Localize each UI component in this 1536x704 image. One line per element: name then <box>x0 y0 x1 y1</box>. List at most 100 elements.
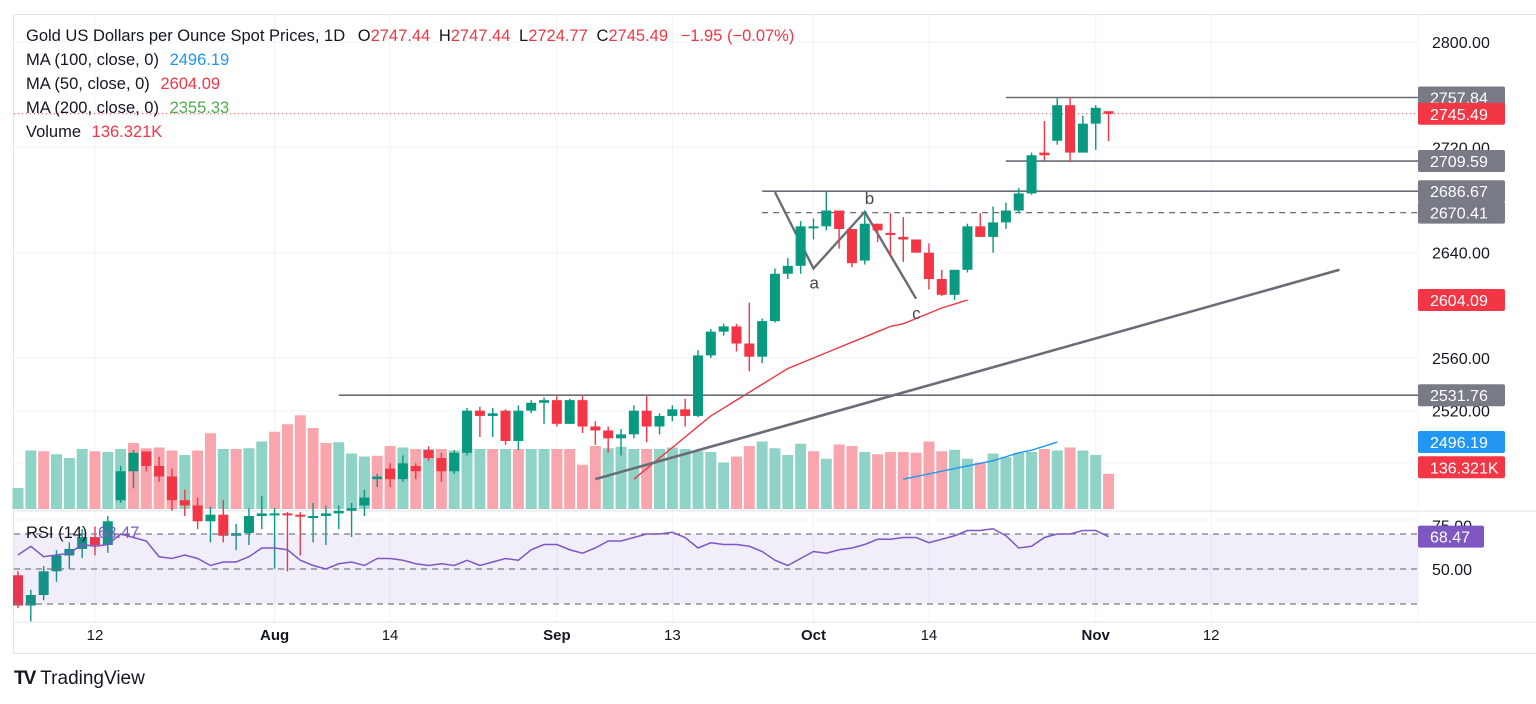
volume-bar <box>294 415 306 509</box>
volume-bar <box>961 458 973 509</box>
volume-bar <box>50 454 62 509</box>
candle-body <box>115 471 126 501</box>
price-tag <box>1418 102 1505 125</box>
rsi-line <box>17 527 1109 570</box>
volume-bar <box>1026 452 1038 509</box>
ma50-value: 2604.09 <box>160 75 221 93</box>
legend-ma200[interactable]: MA (200, close, 0) 2355.33 <box>26 99 229 118</box>
volume-bar <box>320 443 332 509</box>
candle-body <box>320 513 331 517</box>
price-tag-label: 2686.67 <box>1430 184 1488 201</box>
volume-bar <box>500 449 512 509</box>
candle-body <box>718 326 729 332</box>
open-value: 2747.44 <box>370 27 431 45</box>
candles <box>13 97 1114 622</box>
volume-bar <box>63 458 75 509</box>
candle <box>38 566 49 601</box>
candle <box>603 426 614 453</box>
ma50-line <box>633 299 968 480</box>
candle-body <box>192 505 203 522</box>
candle <box>500 409 511 445</box>
volume-bar <box>1038 449 1050 509</box>
candle-body <box>64 548 75 556</box>
volume-bar <box>179 455 191 509</box>
change-value: −1.95 (−0.07%) <box>680 27 795 45</box>
price-tag <box>1418 180 1505 203</box>
candle-body <box>38 571 49 596</box>
legend-ma50[interactable]: MA (50, close, 0) 2604.09 <box>26 75 220 94</box>
candle-body <box>834 210 845 229</box>
legend-volume[interactable]: Volume 136.321K <box>26 123 162 142</box>
volume-bar <box>256 441 268 509</box>
time-tick-label: 14 <box>921 627 938 644</box>
candle-body <box>859 223 870 261</box>
price-tag-label: 2496.19 <box>1430 435 1488 452</box>
rsi-pane <box>14 527 1418 605</box>
candle-body <box>397 463 408 480</box>
volume-bar <box>243 448 255 509</box>
candle-body <box>1103 111 1114 114</box>
candle-body <box>539 400 550 403</box>
drawings[interactable]: a b c <box>14 96 1418 481</box>
candle-body <box>641 410 652 427</box>
trendline[interactable] <box>594 268 1340 481</box>
volume-bar <box>551 449 563 509</box>
volume-bar <box>525 449 537 509</box>
candle-body <box>423 450 434 459</box>
candle <box>25 589 36 622</box>
volume-bar <box>346 453 358 509</box>
volume-bar <box>217 449 229 509</box>
low-value: 2724.77 <box>528 27 588 45</box>
volume-bar <box>1077 450 1089 509</box>
volume-bar <box>1013 452 1025 509</box>
candle-body <box>885 232 896 235</box>
tradingview-logo-icon: TV <box>14 668 36 689</box>
candle <box>436 452 447 482</box>
wave-label-a: a <box>809 273 819 292</box>
candle <box>13 571 23 609</box>
candle-body <box>141 451 152 466</box>
close-label: C <box>596 27 609 45</box>
volume-bar <box>12 488 24 509</box>
volume-bar <box>474 449 486 509</box>
candle <box>1013 188 1024 214</box>
legend-ma100[interactable]: MA (100, close, 0) 2496.19 <box>26 51 229 70</box>
price-axis[interactable]: 2800.002720.002640.002560.002520.0075.00… <box>1418 35 1505 579</box>
candle-body <box>949 269 960 295</box>
candle <box>218 500 229 543</box>
candle-body <box>526 402 537 411</box>
volume-bar <box>807 451 819 509</box>
volume-bar <box>743 446 755 509</box>
candle <box>1077 115 1088 153</box>
volume-bar <box>1103 473 1115 509</box>
candle-body <box>705 331 716 356</box>
candle <box>282 512 293 572</box>
candle-body <box>500 410 511 441</box>
candle-body <box>769 273 780 322</box>
candle-body <box>628 410 639 435</box>
time-tick-label: Oct <box>801 627 826 644</box>
volume-bar <box>795 443 807 509</box>
brand-name: TradingView <box>40 668 145 689</box>
candle-body <box>846 228 857 264</box>
candle-body <box>962 226 973 270</box>
candle-body <box>988 222 999 237</box>
candle <box>346 502 357 538</box>
tradingview-brand[interactable]: TV TradingView <box>14 668 145 690</box>
candle <box>449 450 460 474</box>
volume-bar <box>1090 455 1102 509</box>
volume-bar <box>589 446 601 509</box>
price-tag-label: 136.321K <box>1430 460 1499 477</box>
time-axis[interactable]: 12 Aug 14 Sep 13 Oct 14 Nov 12 <box>87 627 1220 644</box>
candle <box>1039 121 1050 161</box>
ma200-label: MA (200, close, 0) <box>26 99 159 117</box>
time-tick-label: Aug <box>260 627 289 644</box>
candle <box>808 218 819 240</box>
candle <box>859 210 870 265</box>
price-tick-label: 2560.00 <box>1432 351 1490 368</box>
legend-rsi[interactable]: RSI (14) 68.47 <box>26 524 139 543</box>
candle-body <box>372 476 383 480</box>
volume-bar <box>577 464 589 509</box>
candle <box>474 406 485 438</box>
